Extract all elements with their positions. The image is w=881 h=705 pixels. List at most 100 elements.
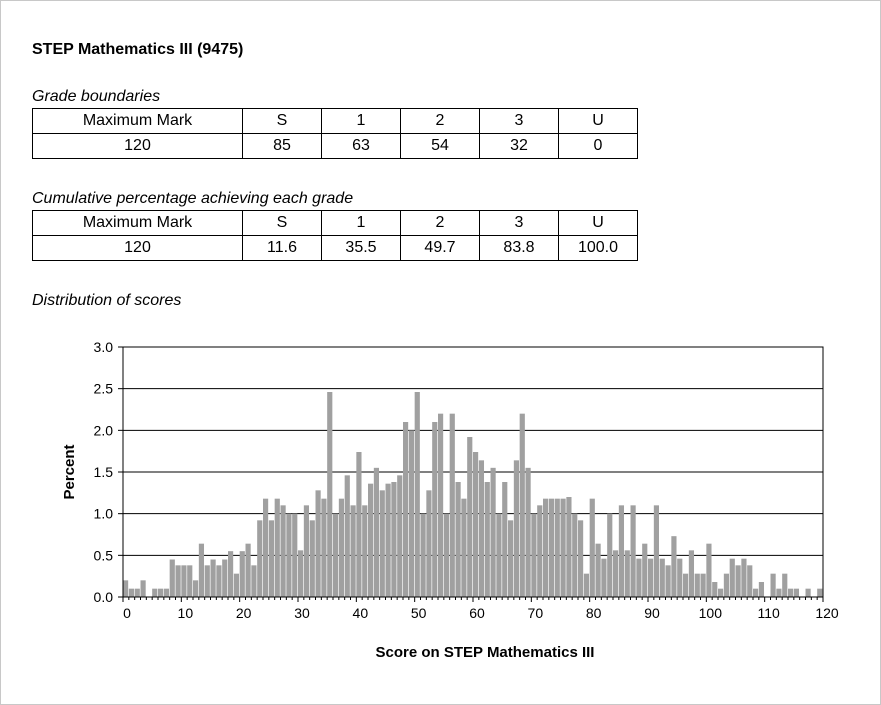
value-cell: 120 — [32, 133, 243, 159]
value-cell: 85 — [242, 133, 322, 159]
histogram-bar — [455, 482, 461, 597]
histogram-bar — [350, 505, 356, 597]
histogram-bar — [589, 498, 595, 597]
histogram-bar — [776, 588, 782, 597]
histogram-bar — [356, 452, 362, 597]
x-tick-label: 100 — [699, 605, 723, 621]
histogram-bar — [758, 582, 765, 597]
histogram-bar — [502, 482, 508, 597]
histogram-bar — [788, 588, 794, 597]
histogram-bar — [333, 513, 339, 597]
histogram-bar — [770, 573, 776, 597]
histogram-bar — [484, 482, 490, 597]
table-header-row: Maximum Mark S 1 2 3 U — [32, 108, 638, 134]
histogram-bar — [531, 513, 537, 597]
value-cell: 0 — [558, 133, 638, 159]
header-cell: Maximum Mark — [32, 210, 243, 236]
histogram-bar — [653, 505, 660, 597]
header-cell: 3 — [479, 108, 559, 134]
histogram-bar — [554, 498, 560, 597]
x-tick-label: 10 — [178, 605, 194, 621]
value-cell: 100.0 — [558, 235, 638, 261]
histogram-bar — [274, 498, 280, 597]
histogram-bar — [624, 550, 630, 597]
header-cell: U — [558, 108, 638, 134]
histogram-bar — [793, 588, 800, 597]
histogram-bar — [747, 565, 753, 597]
histogram-bar — [286, 513, 292, 597]
x-tick-label: 110 — [758, 605, 781, 621]
histogram-bar — [741, 558, 747, 597]
value-cell: 120 — [32, 235, 243, 261]
histogram-bar — [683, 573, 689, 597]
y-tick-label: 2.5 — [94, 381, 114, 397]
x-tick-label: 90 — [644, 605, 660, 621]
histogram-bar — [368, 483, 374, 597]
header-cell: S — [242, 210, 322, 236]
grade-boundaries-heading: Grade boundaries — [32, 88, 161, 105]
histogram-bar — [467, 437, 473, 597]
histogram-bar — [735, 565, 741, 597]
grade-boundaries-table: Maximum Mark S 1 2 3 U 120 85 63 54 32 0 — [32, 108, 638, 159]
histogram-bar — [432, 422, 438, 597]
histogram-bar — [181, 565, 187, 597]
x-tick-label: 20 — [236, 605, 252, 621]
histogram-bar — [239, 551, 245, 597]
histogram-bar — [385, 483, 391, 597]
histogram-bar — [648, 558, 654, 597]
header-cell: U — [558, 210, 638, 236]
histogram-bar — [583, 573, 590, 597]
histogram-bar — [473, 452, 479, 597]
histogram-bar — [280, 505, 286, 597]
value-cell: 83.8 — [479, 235, 559, 261]
histogram-bar — [344, 475, 350, 597]
value-cell: 32 — [479, 133, 559, 159]
histogram-bar — [601, 558, 607, 597]
histogram-bar — [671, 536, 677, 597]
histogram-bar — [204, 565, 210, 597]
x-tick-label: 60 — [469, 605, 485, 621]
x-tick-label: 40 — [353, 605, 369, 621]
histogram-bar — [403, 422, 409, 597]
histogram-bar — [723, 573, 730, 597]
histogram-bar — [292, 513, 298, 597]
histogram-bar — [753, 588, 759, 597]
histogram-bar — [134, 588, 140, 597]
chart-bars — [123, 392, 823, 597]
histogram-bar — [677, 558, 683, 597]
histogram-bar — [163, 588, 170, 597]
histogram-bar — [548, 498, 555, 597]
x-tick-label: 30 — [294, 605, 310, 621]
histogram-bar — [193, 580, 199, 597]
histogram-bar — [729, 558, 735, 597]
histogram-bar — [642, 543, 648, 597]
histogram-bar — [233, 573, 240, 597]
y-tick-label: 1.5 — [94, 464, 114, 480]
header-cell: 1 — [321, 108, 401, 134]
histogram-bar — [607, 513, 613, 597]
histogram-bar — [175, 565, 181, 597]
histogram-bar — [572, 513, 578, 597]
header-cell: 2 — [400, 210, 480, 236]
histogram-bar — [525, 467, 531, 597]
histogram-bar — [123, 580, 129, 597]
histogram-bar — [379, 490, 385, 597]
table-row: 120 11.6 35.5 49.7 83.8 100.0 — [32, 235, 638, 261]
histogram-bar — [513, 460, 520, 597]
histogram-bar — [443, 513, 450, 597]
histogram-bar — [420, 513, 426, 597]
histogram-bar — [438, 413, 444, 597]
distribution-heading: Distribution of scores — [32, 292, 182, 309]
cumulative-table: Maximum Mark S 1 2 3 U 120 11.6 35.5 49.… — [32, 210, 638, 261]
histogram-bar — [688, 550, 695, 597]
y-tick-label: 0.5 — [94, 547, 114, 563]
histogram-bar — [210, 559, 216, 597]
histogram-bar — [694, 573, 700, 597]
histogram-bar — [251, 565, 257, 597]
cumulative-heading: Cumulative percentage achieving each gra… — [32, 190, 354, 207]
header-cell: 3 — [479, 210, 559, 236]
histogram-bar — [718, 588, 724, 597]
histogram-bar — [397, 475, 403, 597]
histogram-bar — [782, 573, 788, 597]
